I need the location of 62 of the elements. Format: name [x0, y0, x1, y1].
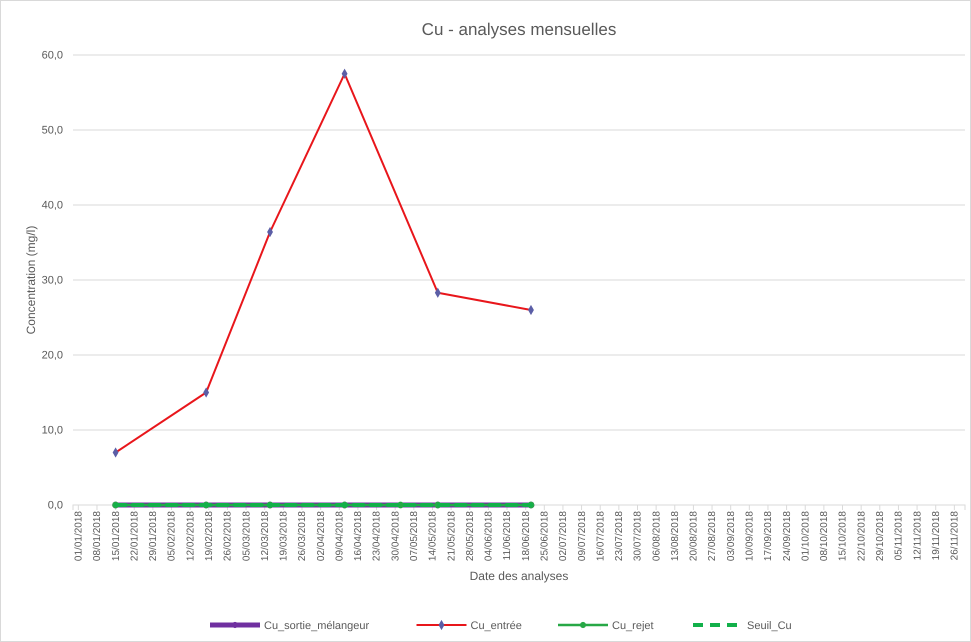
- x-tick-label: 15/10/2018: [838, 510, 849, 562]
- x-tick-label: 12/02/2018: [185, 510, 196, 562]
- legend-label: Cu_sortie_mélangeur: [264, 620, 370, 632]
- x-tick-label: 05/11/2018: [894, 510, 905, 560]
- x-tick-label: 01/10/2018: [800, 510, 812, 562]
- y-tick-label: 40,0: [42, 200, 63, 212]
- x-tick-label: 19/03/2018: [278, 510, 290, 562]
- x-tick-label: 20/08/2018: [688, 510, 700, 562]
- x-tick-label: 02/04/2018: [316, 510, 327, 562]
- x-tick-label: 19/11/2018: [930, 510, 942, 560]
- y-tick-label: 20,0: [42, 350, 63, 362]
- x-tick-label: 08/01/2018: [92, 510, 104, 562]
- x-tick-label: 19/02/2018: [204, 510, 215, 562]
- x-tick-label: 13/08/2018: [670, 510, 681, 562]
- x-tick-label: 16/04/2018: [353, 510, 364, 562]
- x-tick-label: 30/04/2018: [390, 510, 402, 562]
- y-axis-title: Concentration (mg/l): [24, 226, 38, 334]
- x-tick-label: 24/09/2018: [782, 510, 793, 562]
- x-tick-label: 29/01/2018: [148, 510, 160, 562]
- x-tick-label: 18/06/2018: [520, 510, 532, 562]
- x-tick-label: 14/05/2018: [428, 510, 439, 562]
- x-tick-label: 16/07/2018: [595, 510, 606, 562]
- x-tick-label: 22/10/2018: [856, 510, 868, 562]
- y-tick-label: 10,0: [42, 424, 63, 437]
- x-tick-label: 01/01/2018: [74, 510, 85, 562]
- x-tick-label: 12/11/2018: [912, 510, 924, 560]
- x-tick-label: 03/09/2018: [726, 510, 737, 562]
- x-tick-label: 23/04/2018: [372, 510, 383, 562]
- x-tick-label: 06/08/2018: [651, 510, 662, 562]
- x-tick-label: 11/06/2018: [502, 510, 514, 560]
- x-tick-label: 26/02/2018: [222, 510, 234, 562]
- x-tick-label: 26/03/2018: [297, 510, 308, 562]
- y-tick-label: 50,0: [42, 124, 63, 137]
- x-tick-label: 09/07/2018: [576, 510, 588, 562]
- y-tick-label: 0,0: [48, 500, 63, 512]
- x-tick-label: 09/04/2018: [334, 510, 346, 562]
- x-tick-label: 28/05/2018: [464, 510, 476, 562]
- x-tick-label: 02/07/2018: [558, 510, 570, 562]
- x-tick-label: 08/10/2018: [819, 510, 830, 562]
- x-tick-label: 22/01/2018: [129, 510, 140, 562]
- x-tick-label: 04/06/2018: [484, 510, 495, 562]
- x-tick-label: 23/07/2018: [614, 510, 626, 562]
- legend-label: Cu_rejet: [612, 620, 654, 632]
- x-tick-label: 05/03/2018: [241, 510, 252, 562]
- x-tick-label: 30/07/2018: [632, 510, 644, 562]
- x-tick-label: 12/03/2018: [260, 510, 271, 562]
- x-tick-label: 21/05/2018: [446, 510, 458, 562]
- x-tick-label: 26/11/2018: [950, 510, 961, 560]
- x-tick-label: 07/05/2018: [409, 510, 420, 562]
- x-tick-label: 05/02/2018: [166, 510, 178, 562]
- chart-title: Cu - analyses mensuelles: [422, 20, 616, 39]
- x-tick-label: 15/01/2018: [110, 510, 122, 562]
- x-tick-label: 10/09/2018: [744, 510, 756, 562]
- legend-label: Seuil_Cu: [747, 620, 792, 632]
- x-tick-label: 25/06/2018: [539, 510, 550, 562]
- y-tick-label: 30,0: [42, 274, 63, 287]
- x-tick-label: 29/10/2018: [874, 510, 886, 562]
- legend-label: Cu_entrée: [470, 620, 522, 632]
- y-tick-label: 60,0: [42, 50, 63, 62]
- x-tick-label: 27/08/2018: [707, 510, 718, 562]
- x-tick-label: 17/09/2018: [763, 510, 774, 562]
- x-axis-title: Date des analyses: [470, 569, 568, 583]
